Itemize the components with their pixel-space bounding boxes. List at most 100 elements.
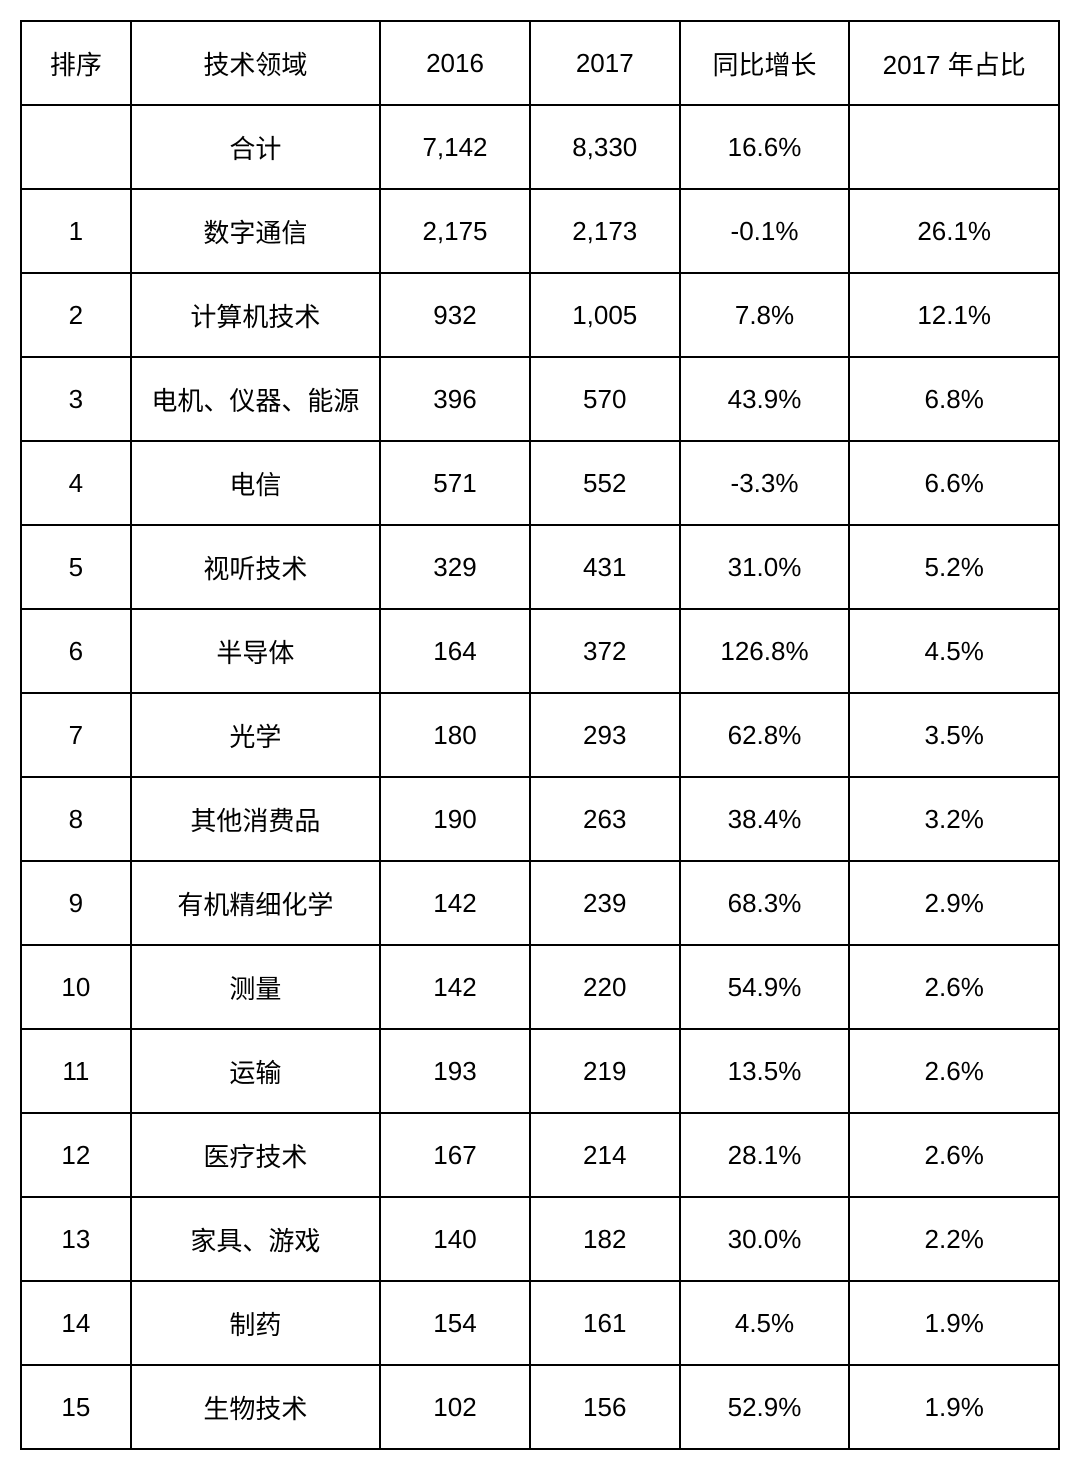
cell-field: 医疗技术 xyxy=(131,1113,380,1197)
cell-field: 制药 xyxy=(131,1281,380,1365)
cell-2016: 329 xyxy=(380,525,530,609)
cell-2016: 154 xyxy=(380,1281,530,1365)
cell-2017: 431 xyxy=(530,525,680,609)
cell-field: 计算机技术 xyxy=(131,273,380,357)
cell-rank: 8 xyxy=(21,777,131,861)
cell-2017: 8,330 xyxy=(530,105,680,189)
table-row: 13 家具、游戏 140 182 30.0% 2.2% xyxy=(21,1197,1059,1281)
cell-rank: 5 xyxy=(21,525,131,609)
cell-field: 光学 xyxy=(131,693,380,777)
cell-field: 有机精细化学 xyxy=(131,861,380,945)
cell-field: 电信 xyxy=(131,441,380,525)
cell-2016: 7,142 xyxy=(380,105,530,189)
table-row: 1 数字通信 2,175 2,173 -0.1% 26.1% xyxy=(21,189,1059,273)
cell-2016: 102 xyxy=(380,1365,530,1449)
cell-rank: 13 xyxy=(21,1197,131,1281)
cell-2017: 214 xyxy=(530,1113,680,1197)
cell-2017: 2,173 xyxy=(530,189,680,273)
cell-2017: 263 xyxy=(530,777,680,861)
cell-2017: 1,005 xyxy=(530,273,680,357)
cell-2016: 140 xyxy=(380,1197,530,1281)
table-row: 12 医疗技术 167 214 28.1% 2.6% xyxy=(21,1113,1059,1197)
cell-growth: 16.6% xyxy=(680,105,850,189)
table-row: 合计 7,142 8,330 16.6% xyxy=(21,105,1059,189)
cell-growth: -3.3% xyxy=(680,441,850,525)
cell-share: 2.6% xyxy=(849,1029,1059,1113)
cell-2016: 571 xyxy=(380,441,530,525)
table-row: 5 视听技术 329 431 31.0% 5.2% xyxy=(21,525,1059,609)
cell-2017: 220 xyxy=(530,945,680,1029)
cell-share: 3.2% xyxy=(849,777,1059,861)
cell-rank: 14 xyxy=(21,1281,131,1365)
cell-2016: 2,175 xyxy=(380,189,530,273)
cell-rank: 1 xyxy=(21,189,131,273)
table-row: 7 光学 180 293 62.8% 3.5% xyxy=(21,693,1059,777)
cell-growth: 28.1% xyxy=(680,1113,850,1197)
cell-2016: 167 xyxy=(380,1113,530,1197)
cell-share: 2.9% xyxy=(849,861,1059,945)
cell-rank: 4 xyxy=(21,441,131,525)
cell-share xyxy=(849,105,1059,189)
table-row: 4 电信 571 552 -3.3% 6.6% xyxy=(21,441,1059,525)
cell-growth: 126.8% xyxy=(680,609,850,693)
header-field: 技术领域 xyxy=(131,21,380,105)
cell-2016: 193 xyxy=(380,1029,530,1113)
cell-2017: 156 xyxy=(530,1365,680,1449)
cell-growth: 4.5% xyxy=(680,1281,850,1365)
header-share: 2017 年占比 xyxy=(849,21,1059,105)
table-row: 10 测量 142 220 54.9% 2.6% xyxy=(21,945,1059,1029)
cell-field: 半导体 xyxy=(131,609,380,693)
cell-share: 2.6% xyxy=(849,945,1059,1029)
cell-2017: 239 xyxy=(530,861,680,945)
cell-rank: 6 xyxy=(21,609,131,693)
cell-rank: 10 xyxy=(21,945,131,1029)
cell-share: 12.1% xyxy=(849,273,1059,357)
cell-field: 电机、仪器、能源 xyxy=(131,357,380,441)
cell-share: 3.5% xyxy=(849,693,1059,777)
cell-rank: 11 xyxy=(21,1029,131,1113)
cell-growth: 13.5% xyxy=(680,1029,850,1113)
cell-growth: 38.4% xyxy=(680,777,850,861)
cell-rank: 3 xyxy=(21,357,131,441)
table-row: 3 电机、仪器、能源 396 570 43.9% 6.8% xyxy=(21,357,1059,441)
cell-growth: 62.8% xyxy=(680,693,850,777)
cell-rank: 12 xyxy=(21,1113,131,1197)
cell-rank: 15 xyxy=(21,1365,131,1449)
cell-field: 家具、游戏 xyxy=(131,1197,380,1281)
cell-field: 运输 xyxy=(131,1029,380,1113)
header-2017: 2017 xyxy=(530,21,680,105)
cell-growth: -0.1% xyxy=(680,189,850,273)
header-2016: 2016 xyxy=(380,21,530,105)
cell-rank: 9 xyxy=(21,861,131,945)
cell-2017: 570 xyxy=(530,357,680,441)
header-rank: 排序 xyxy=(21,21,131,105)
header-growth: 同比增长 xyxy=(680,21,850,105)
cell-field: 视听技术 xyxy=(131,525,380,609)
cell-share: 26.1% xyxy=(849,189,1059,273)
cell-share: 5.2% xyxy=(849,525,1059,609)
cell-field: 测量 xyxy=(131,945,380,1029)
cell-2017: 219 xyxy=(530,1029,680,1113)
table-row: 11 运输 193 219 13.5% 2.6% xyxy=(21,1029,1059,1113)
cell-2017: 372 xyxy=(530,609,680,693)
cell-share: 2.6% xyxy=(849,1113,1059,1197)
cell-rank xyxy=(21,105,131,189)
cell-field: 数字通信 xyxy=(131,189,380,273)
cell-2017: 182 xyxy=(530,1197,680,1281)
cell-share: 1.9% xyxy=(849,1281,1059,1365)
table-row: 8 其他消费品 190 263 38.4% 3.2% xyxy=(21,777,1059,861)
table-body: 合计 7,142 8,330 16.6% 1 数字通信 2,175 2,173 … xyxy=(21,105,1059,1449)
cell-2016: 190 xyxy=(380,777,530,861)
cell-2016: 142 xyxy=(380,861,530,945)
cell-share: 2.2% xyxy=(849,1197,1059,1281)
cell-share: 1.9% xyxy=(849,1365,1059,1449)
cell-rank: 7 xyxy=(21,693,131,777)
cell-2016: 164 xyxy=(380,609,530,693)
table-row: 15 生物技术 102 156 52.9% 1.9% xyxy=(21,1365,1059,1449)
cell-field: 合计 xyxy=(131,105,380,189)
cell-growth: 31.0% xyxy=(680,525,850,609)
table-row: 6 半导体 164 372 126.8% 4.5% xyxy=(21,609,1059,693)
cell-share: 6.8% xyxy=(849,357,1059,441)
cell-2017: 161 xyxy=(530,1281,680,1365)
cell-growth: 52.9% xyxy=(680,1365,850,1449)
